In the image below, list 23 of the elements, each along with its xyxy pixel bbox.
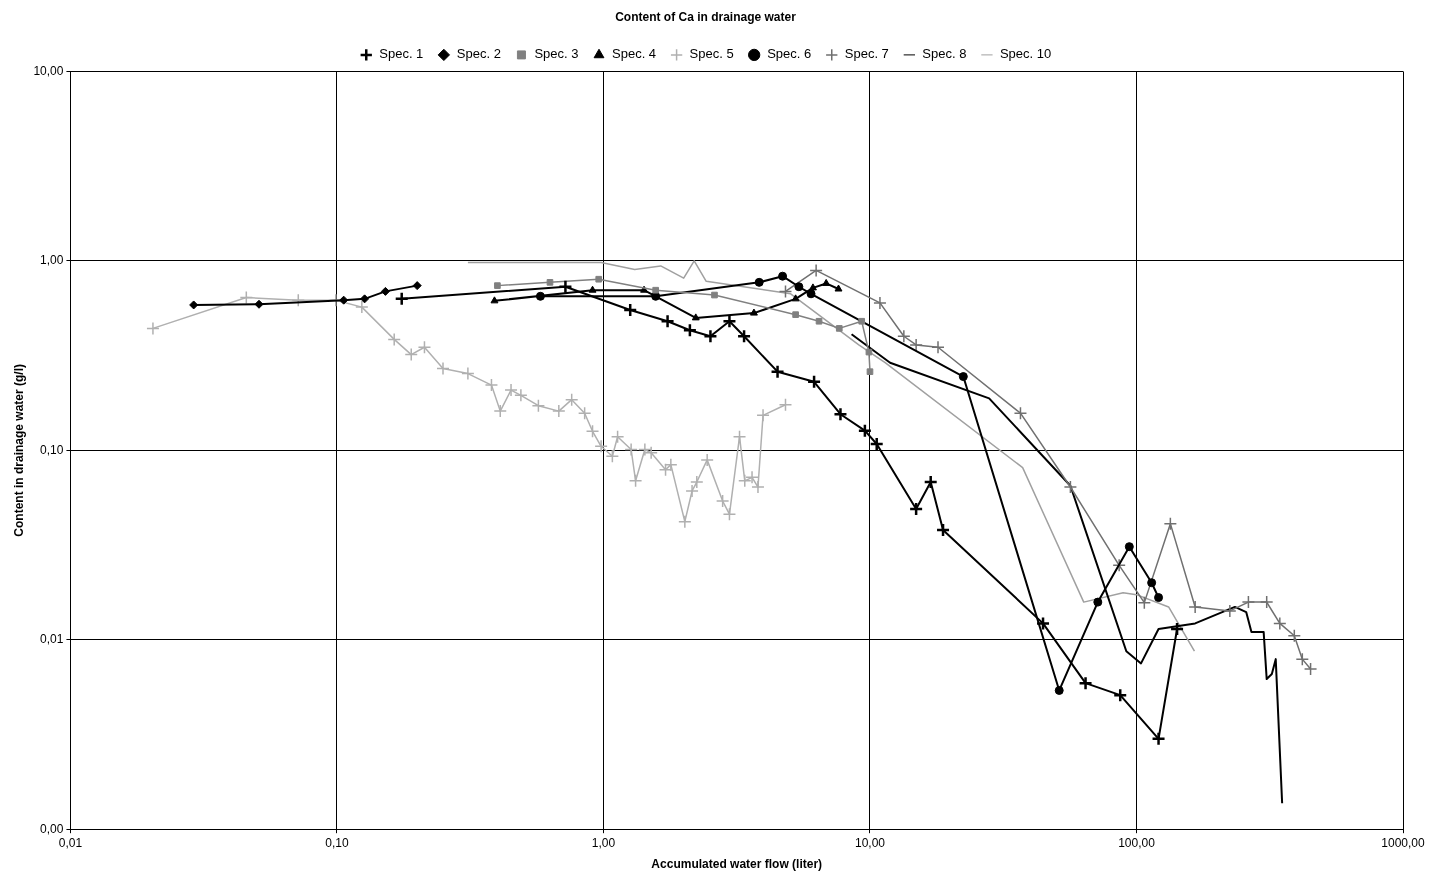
legend-label: Spec. 1	[379, 46, 424, 62]
legend-label: Spec. 6	[767, 46, 812, 62]
x-tick-label: 100,00	[1118, 835, 1156, 850]
y-tick-label: 0,01	[40, 632, 64, 647]
y-axis-title: Content in drainage water (g/l)	[11, 363, 26, 537]
y-tick-label: 1,00	[40, 253, 64, 268]
legend-label: Spec. 2	[456, 46, 501, 62]
x-tick-label: 1,00	[591, 835, 616, 850]
x-tick-label: 10,00	[854, 835, 886, 850]
legend-label: Spec. 3	[534, 46, 579, 62]
legend-label: Spec. 7	[844, 46, 889, 62]
legend-label: Spec. 10	[999, 46, 1052, 62]
y-tick-label: 10,00	[33, 63, 64, 78]
chart-title: Content of Ca in drainage water	[615, 9, 797, 24]
legend-label: Spec. 8	[922, 46, 967, 62]
x-tick-label: 0,10	[325, 835, 349, 850]
x-tick-label: 0,01	[58, 835, 83, 850]
legend-label: Spec. 4	[612, 46, 657, 62]
y-tick-label: 0,10	[40, 442, 64, 457]
x-axis-title: Accumulated water flow (liter)	[651, 857, 823, 872]
x-tick-label: 1000,00	[1381, 835, 1426, 850]
legend-label: Spec. 5	[689, 46, 734, 62]
y-tick-label: 0,00	[40, 821, 64, 836]
